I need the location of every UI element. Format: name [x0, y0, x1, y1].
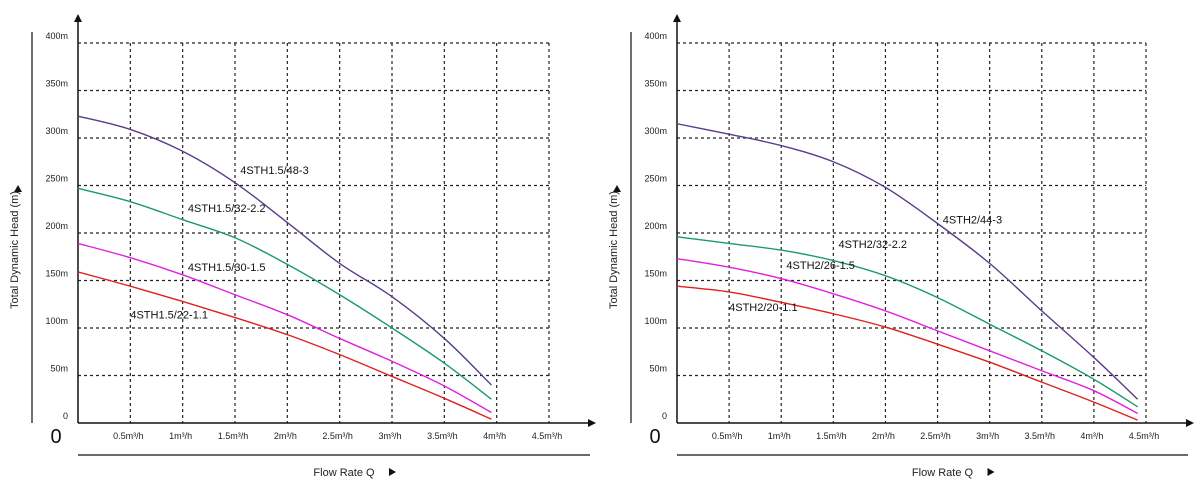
series-label: 4STH2/26-1.5 [786, 260, 854, 272]
y-tick-label: 0 [63, 411, 68, 421]
y-title-arrow-icon [613, 185, 621, 192]
series-label: 4STH1.5/48-3 [240, 165, 308, 177]
x-tick-label: 2.5m³/h [322, 431, 353, 441]
x-tick-label: 3m³/h [378, 431, 401, 441]
y-tick-label: 50m [649, 364, 667, 374]
x-axis-title: Flow Rate Q [912, 467, 974, 479]
y-tick-label: 100m [644, 316, 667, 326]
x-axis-title: Flow Rate Q [313, 467, 375, 479]
x-title-arrow-icon [389, 468, 396, 476]
x-tick-label: 0.5m³/h [712, 431, 743, 441]
series-line-4STH2/20-1.1 [676, 285, 1138, 421]
series-label: 4STH1.5/32-2.2 [188, 203, 266, 215]
x-title-arrow-icon [987, 468, 995, 476]
x-tick-label: 4m³/h [1080, 431, 1103, 441]
x-tick-label: 0.5m³/h [113, 431, 144, 441]
y-tick-label: 300m [45, 126, 68, 136]
x-axis-arrow-icon [588, 419, 596, 427]
x-tick-label: 2m³/h [872, 431, 895, 441]
x-tick-label: 4.5m³/h [532, 431, 563, 441]
x-tick-label: 3.5m³/h [427, 431, 458, 441]
series-line-4STH2/26-1.5 [676, 257, 1138, 415]
series-label: 4STH1.5/30-1.5 [188, 262, 266, 274]
series-label: 4STH2/32-2.2 [839, 239, 907, 251]
series-line-4STH1.5/30-1.5 [77, 242, 492, 414]
y-axis-arrow-icon [74, 14, 82, 22]
origin-label: 0 [50, 426, 61, 448]
y-title-arrow-icon [14, 185, 22, 192]
y-tick-label: 150m [644, 269, 667, 279]
x-tick-label: 1m³/h [768, 431, 791, 441]
y-tick-label: 0 [662, 411, 667, 421]
y-axis-title: Total Dynamic Head (m) [608, 191, 620, 309]
series-label: 4STH1.5/22-1.1 [130, 310, 208, 322]
x-axis-arrow-icon [1186, 419, 1194, 427]
y-tick-label: 350m [45, 79, 68, 89]
x-tick-label: 1.5m³/h [218, 431, 249, 441]
y-tick-label: 250m [644, 174, 667, 184]
origin-label: 0 [649, 426, 660, 448]
series-label: 4STH2/44-3 [943, 215, 1002, 227]
series-line-4STH1.5/32-2.2 [77, 187, 492, 400]
chart-panel-2: 0 50m 100m 150m 200m 250m 300m 350m 400m 0.5m³/h 1… [608, 14, 1194, 479]
x-tick-label: 3.5m³/h [1025, 431, 1056, 441]
series-line-4STH1.5/22-1.1 [77, 271, 492, 420]
chart-panel-1: 0 50m 100m 150m 200m 250m 300m 350m 400m 0.5m³/h 1… [9, 14, 596, 479]
y-axis-arrow-icon [673, 14, 681, 22]
x-tick-label: 1m³/h [169, 431, 192, 441]
x-tick-label: 4m³/h [483, 431, 506, 441]
y-axis-title: Total Dynamic Head (m) [9, 191, 21, 309]
y-tick-label: 300m [644, 126, 667, 136]
y-tick-label: 400m [45, 31, 68, 41]
series-label: 4STH2/20-1.1 [729, 302, 797, 314]
x-tick-label: 2.5m³/h [920, 431, 951, 441]
x-tick-label: 3m³/h [976, 431, 999, 441]
y-tick-label: 50m [50, 364, 68, 374]
x-tick-label: 2m³/h [274, 431, 297, 441]
series-line-4STH1.5/48-3 [77, 115, 492, 386]
y-tick-label: 150m [45, 269, 68, 279]
y-tick-label: 100m [45, 316, 68, 326]
y-tick-label: 350m [644, 79, 667, 89]
series-line-4STH2/32-2.2 [676, 236, 1139, 408]
series-line-4STH2/44-3 [676, 123, 1139, 400]
x-tick-label: 4.5m³/h [1129, 431, 1160, 441]
y-tick-label: 400m [644, 31, 667, 41]
x-tick-label: 1.5m³/h [816, 431, 847, 441]
y-tick-label: 250m [45, 174, 68, 184]
y-tick-label: 200m [644, 221, 667, 231]
y-tick-label: 200m [45, 221, 68, 231]
